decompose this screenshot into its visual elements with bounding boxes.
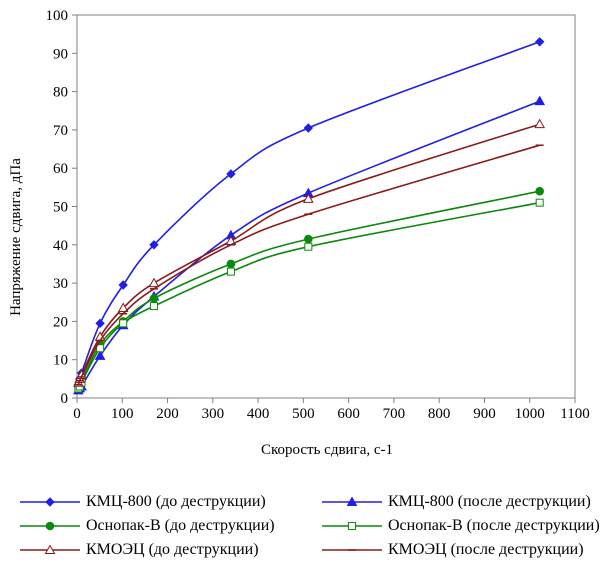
- x-tick-label: 800: [428, 406, 451, 422]
- data-point: [117, 302, 129, 312]
- y-tick-label: 50: [53, 200, 68, 216]
- data-point: [119, 319, 128, 328]
- data-point: [95, 318, 105, 329]
- legend-item: КМЦ-800 (после деструкции): [320, 492, 591, 512]
- y-tick-label: 20: [53, 314, 68, 330]
- data-point: [534, 37, 545, 47]
- legend-marker: [44, 544, 56, 554]
- data-point: [118, 280, 128, 290]
- series-line: [77, 123, 540, 383]
- legend-marker: [45, 497, 55, 507]
- legend-item: Оснопак-В (до деструкции): [18, 516, 275, 536]
- x-tick-label: 300: [202, 406, 225, 422]
- series-5: [73, 118, 546, 387]
- series-line: [77, 144, 540, 385]
- series-6: [74, 144, 544, 386]
- y-axis-label: Напряжение сдвига, дПа: [8, 158, 24, 316]
- x-tick-label: 400: [247, 406, 270, 422]
- legend-label: Оснопак-В (после деструкции): [388, 517, 600, 534]
- x-tick-label: 1100: [560, 406, 589, 422]
- data-point: [535, 186, 544, 196]
- x-axis-label: Скорость сдвига, с-1: [261, 442, 393, 458]
- x-tick-label: 200: [156, 406, 179, 422]
- legend-label: Оснопак-В (до деструкции): [86, 517, 275, 534]
- legend-swatch: [20, 497, 80, 507]
- x-tick-label: 500: [292, 406, 315, 422]
- series-group: [73, 37, 546, 395]
- y-tick-label: 90: [53, 46, 68, 62]
- data-point: [94, 350, 106, 360]
- data-point: [226, 169, 236, 179]
- y-tick-label: 100: [46, 8, 69, 24]
- data-point: [149, 294, 159, 303]
- legend-label: КМЦ-800 (после деструкции): [388, 493, 591, 510]
- y-tick-label: 0: [61, 391, 69, 407]
- legend-item: Оснопак-В (после деструкции): [320, 516, 600, 536]
- x-tick-label: 100: [111, 406, 134, 422]
- legend-swatch: [20, 544, 80, 554]
- x-tick-label: 700: [383, 406, 406, 422]
- legend-marker: [45, 521, 55, 531]
- x-tick-label: 600: [337, 406, 360, 422]
- x-tick-label: 1000: [515, 406, 545, 422]
- y-tick-label: 10: [53, 353, 68, 369]
- legend-swatch: [322, 496, 382, 506]
- data-point: [304, 234, 313, 244]
- data-point: [226, 267, 235, 276]
- data-point: [302, 193, 314, 203]
- legend-swatch: [322, 522, 382, 530]
- data-point: [149, 240, 159, 250]
- data-point: [149, 302, 158, 311]
- legend-swatch: [322, 549, 382, 551]
- legend: КМЦ-800 (до деструкции) КМЦ-800 (после де…: [0, 492, 604, 570]
- legend-marker: [346, 496, 358, 506]
- legend-label: КМОЭЦ (после деструкции): [388, 541, 584, 558]
- y-tick-label: 70: [53, 123, 68, 139]
- data-point: [304, 242, 313, 251]
- data-point: [303, 123, 314, 133]
- x-tick-label: 900: [473, 406, 496, 422]
- legend-label: КМЦ-800 (до деструкции): [86, 493, 266, 510]
- series-line: [77, 190, 540, 387]
- y-tick-label: 80: [53, 85, 68, 101]
- plot-area: [76, 14, 576, 399]
- data-point: [96, 344, 105, 353]
- legend-label: КМОЭЦ (до деструкции): [86, 541, 259, 558]
- legend-swatch: [20, 521, 80, 531]
- data-point: [535, 198, 544, 207]
- data-point: [148, 277, 160, 288]
- plot-frame: [76, 14, 576, 399]
- data-point: [226, 259, 236, 269]
- y-tick-label: 40: [53, 238, 68, 254]
- data-point: [534, 95, 546, 106]
- y-tick-label: 60: [53, 161, 68, 177]
- x-tick-label: 0: [73, 406, 81, 422]
- legend-marker: [348, 522, 356, 530]
- legend-item: КМОЭЦ (после деструкции): [320, 540, 584, 560]
- y-tick-label: 30: [53, 276, 68, 292]
- legend-item: КМОЭЦ (до деструкции): [18, 540, 259, 560]
- legend-item: КМЦ-800 (до деструкции): [18, 492, 266, 512]
- series-line: [77, 201, 540, 389]
- data-point: [534, 118, 546, 129]
